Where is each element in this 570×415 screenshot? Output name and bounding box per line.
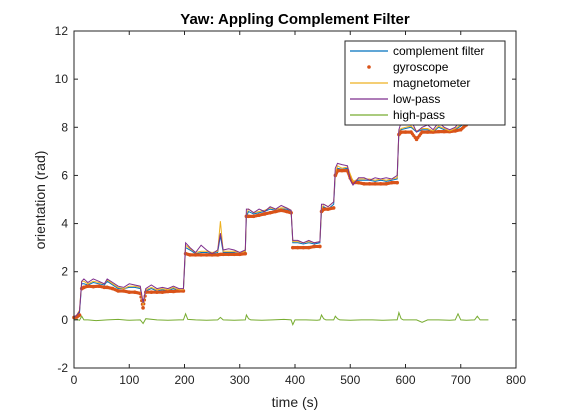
- gyroscope-point: [115, 288, 119, 292]
- legend: complement filter gyroscope magnetometer lo…: [344, 40, 506, 126]
- gyroscope-point: [388, 181, 392, 185]
- gyroscope-point: [209, 253, 213, 257]
- gyroscope-point: [372, 182, 376, 186]
- gyroscope-point: [344, 169, 348, 173]
- gyroscope-point: [225, 252, 229, 256]
- legend-label-high-pass: high-pass: [393, 108, 445, 122]
- gyroscope-point: [250, 214, 254, 218]
- gyroscope-point: [90, 284, 94, 289]
- y-tick-label: 4: [61, 217, 68, 231]
- gyroscope-point: [272, 210, 276, 214]
- x-tick-label: 100: [119, 373, 139, 387]
- gyroscope-point: [383, 182, 387, 186]
- gyroscope-point: [109, 286, 113, 290]
- gyroscope-point: [452, 129, 456, 133]
- gyroscope-point: [316, 244, 321, 249]
- gyroscope-point: [325, 207, 329, 211]
- y-tick-label: 6: [61, 168, 68, 182]
- x-axis-label: time (s): [272, 394, 319, 410]
- y-tick-label: 2: [61, 265, 68, 279]
- high-pass-line: [73, 310, 489, 327]
- gyroscope-point: [419, 132, 423, 136]
- gyroscope-point: [413, 135, 417, 140]
- gyroscope-point: [242, 252, 246, 256]
- gyroscope-point: [137, 291, 141, 295]
- gyroscope-point: [120, 289, 124, 293]
- gyroscope-point: [159, 290, 163, 294]
- magnetometer-line: [73, 120, 467, 318]
- gyroscope-point: [187, 252, 191, 257]
- x-tick-label: 700: [451, 373, 471, 387]
- gyroscope-point: [330, 206, 334, 210]
- gyroscope-point: [164, 290, 169, 294]
- gyroscope-point: [261, 212, 265, 216]
- gyroscope-point: [236, 252, 240, 256]
- complement-filter-line: [73, 122, 467, 318]
- gyroscope-point: [305, 246, 310, 250]
- gyroscope-point: [424, 130, 428, 134]
- gyroscope-point: [361, 181, 365, 186]
- legend-label-gyroscope: gyroscope: [393, 60, 449, 74]
- x-tick-label: 400: [285, 373, 305, 387]
- x-tick-label: 500: [340, 373, 360, 387]
- x-tick-label: 0: [71, 373, 78, 387]
- gyroscope-point: [283, 209, 287, 213]
- x-tick-label: 800: [506, 373, 526, 387]
- gyroscope-point: [441, 130, 445, 134]
- gyroscope-point: [203, 253, 207, 257]
- gyroscope-point: [430, 130, 434, 134]
- gyroscope-point: [131, 290, 135, 294]
- gyroscope-point: [148, 290, 152, 294]
- y-tick-label: -2: [57, 361, 68, 375]
- gyroscope-point: [278, 209, 282, 213]
- legend-label-complement-filter: complement filter: [393, 44, 484, 58]
- gyroscope-point: [294, 246, 299, 250]
- gyroscope-point: [339, 169, 343, 173]
- gyroscope-point: [377, 182, 381, 186]
- chart-title: Yaw: Appling Complement Filter: [180, 11, 410, 28]
- legend-label-magnetometer: magnetometer: [393, 76, 470, 90]
- gyroscope-point: [126, 290, 130, 294]
- y-tick-label: 10: [55, 72, 69, 86]
- y-tick-label: 0: [61, 313, 68, 327]
- gyroscope-point: [85, 284, 89, 289]
- low-pass-line: [73, 117, 467, 318]
- gyroscope-point: [256, 213, 260, 218]
- gyroscope-point: [311, 245, 315, 249]
- gyroscope-point: [267, 211, 271, 215]
- x-tick-label: 600: [395, 373, 415, 387]
- gyroscope-series: [72, 123, 469, 320]
- gyroscope-point: [231, 252, 235, 256]
- gyroscope-point: [402, 130, 406, 134]
- gyroscope-point: [366, 182, 370, 186]
- gyroscope-point: [141, 306, 145, 310]
- y-tick-label: 8: [61, 120, 68, 134]
- gyroscope-point: [408, 130, 412, 134]
- gyroscope-point: [394, 181, 398, 185]
- gyroscope-point: [192, 253, 196, 257]
- gyroscope-point: [198, 253, 202, 257]
- gyroscope-point: [95, 284, 100, 288]
- y-tick-label: 12: [55, 24, 69, 38]
- gyroscope-point: [175, 289, 180, 293]
- gyroscope-point: [170, 289, 174, 294]
- gyroscope-point: [77, 313, 81, 318]
- y-axis-label: orientation (rad): [32, 151, 48, 250]
- legend-marker-gyroscope: [367, 65, 371, 69]
- x-tick-label: 200: [174, 373, 194, 387]
- x-tick-label: 300: [230, 373, 250, 387]
- gyroscope-point: [300, 246, 304, 250]
- gyroscope-point: [457, 128, 461, 132]
- gyroscope-point: [153, 290, 158, 294]
- legend-label-low-pass: low-pass: [393, 92, 440, 106]
- gyroscope-point: [435, 130, 439, 134]
- gyroscope-point: [355, 181, 359, 185]
- series-layer: [72, 117, 489, 327]
